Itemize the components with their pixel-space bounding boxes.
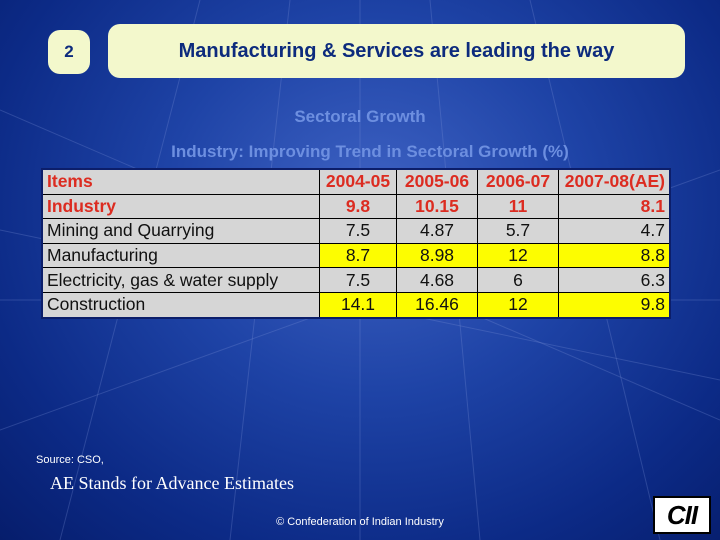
table-cell: 16.46 xyxy=(396,291,478,319)
table-cell: 11 xyxy=(477,193,559,220)
table-header-row: Items 2004-05 2005-06 2006-07 2007-08(AE… xyxy=(41,168,671,195)
row-label: Electricity, gas & water supply xyxy=(41,267,320,293)
sectoral-growth-table: Items 2004-05 2005-06 2006-07 2007-08(AE… xyxy=(41,168,671,319)
copyright-footer: © Confederation of Indian Industry xyxy=(276,516,444,528)
logo-text: CII xyxy=(666,499,698,530)
table-cell: 4.87 xyxy=(396,218,478,244)
row-label: Construction xyxy=(41,291,320,319)
table-cell: 6 xyxy=(477,267,559,293)
table-row: Electricity, gas & water supply 7.5 4.68… xyxy=(41,267,671,293)
table-cell: 12 xyxy=(477,291,559,319)
header-cell: Items xyxy=(41,168,320,195)
table-cell: 8.8 xyxy=(558,242,671,269)
table-cell: 12 xyxy=(477,242,559,269)
table-cell: 4.68 xyxy=(396,267,478,293)
header-cell: 2005-06 xyxy=(396,168,478,195)
table-cell: 7.5 xyxy=(319,267,397,293)
source-note: Source: CSO, xyxy=(36,454,104,466)
header-cell: 2006-07 xyxy=(477,168,559,195)
table-cell: 5.7 xyxy=(477,218,559,244)
table-cell: 9.8 xyxy=(558,291,671,319)
header-cell: 2007-08(AE) xyxy=(558,168,671,195)
table-row: Industry 9.8 10.15 11 8.1 xyxy=(41,193,671,220)
section-subtitle: Sectoral Growth xyxy=(294,107,426,126)
row-label: Industry xyxy=(41,193,320,220)
table-cell: 14.1 xyxy=(319,291,397,319)
row-label: Manufacturing xyxy=(41,242,320,269)
header-cell: 2004-05 xyxy=(319,168,397,195)
table-cell: 4.7 xyxy=(558,218,671,244)
table-cell: 10.15 xyxy=(396,193,478,220)
table-cell: 8.1 xyxy=(558,193,671,220)
table-row: Manufacturing 8.7 8.98 12 8.8 xyxy=(41,242,671,269)
table-cell: 8.98 xyxy=(396,242,478,269)
table-row: Mining and Quarrying 7.5 4.87 5.7 4.7 xyxy=(41,218,671,244)
slide-number-badge: 2 xyxy=(48,30,90,74)
table-cell: 7.5 xyxy=(319,218,397,244)
row-label: Mining and Quarrying xyxy=(41,218,320,244)
slide-title: Manufacturing & Services are leading the… xyxy=(108,24,685,78)
table-cell: 9.8 xyxy=(319,193,397,220)
cii-logo: CII xyxy=(653,496,711,534)
table-cell: 8.7 xyxy=(319,242,397,269)
table-row: Construction 14.1 16.46 12 9.8 xyxy=(41,291,671,319)
table-caption: Industry: Improving Trend in Sectoral Gr… xyxy=(171,142,569,161)
ae-footnote: AE Stands for Advance Estimates xyxy=(50,473,294,493)
table-cell: 6.3 xyxy=(558,267,671,293)
